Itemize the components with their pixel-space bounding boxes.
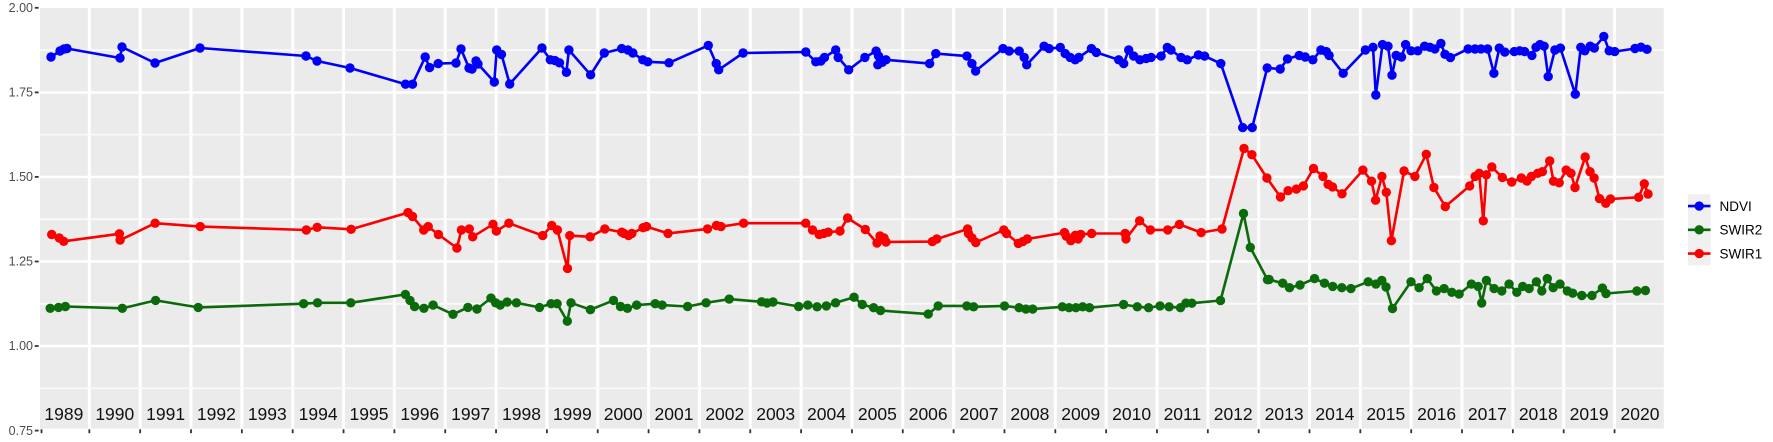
svg-text:2011: 2011 [1164, 404, 1202, 424]
svg-text:1989: 1989 [44, 404, 83, 424]
svg-text:2.00: 2.00 [9, 1, 33, 15]
svg-text:2020: 2020 [1621, 404, 1660, 424]
svg-text:1994: 1994 [299, 404, 338, 424]
svg-text:1991: 1991 [146, 404, 185, 424]
svg-text:2014: 2014 [1315, 404, 1354, 424]
svg-text:1996: 1996 [400, 404, 439, 424]
svg-text:SWIR2: SWIR2 [1720, 223, 1763, 238]
svg-text:2017: 2017 [1468, 404, 1507, 424]
svg-text:1995: 1995 [350, 404, 389, 424]
svg-text:2019: 2019 [1570, 404, 1609, 424]
svg-text:1990: 1990 [95, 404, 134, 424]
svg-text:0.75: 0.75 [9, 424, 33, 438]
svg-text:1999: 1999 [553, 404, 592, 424]
svg-text:1.75: 1.75 [9, 86, 33, 100]
svg-text:1993: 1993 [248, 404, 287, 424]
svg-text:2010: 2010 [1112, 404, 1151, 424]
svg-text:2007: 2007 [960, 404, 999, 424]
svg-text:2018: 2018 [1519, 404, 1558, 424]
svg-text:2004: 2004 [807, 404, 846, 424]
svg-text:2005: 2005 [858, 404, 897, 424]
svg-text:1998: 1998 [502, 404, 541, 424]
svg-text:2001: 2001 [655, 404, 694, 424]
svg-text:2013: 2013 [1265, 404, 1304, 424]
svg-text:2002: 2002 [705, 404, 744, 424]
svg-text:1997: 1997 [451, 404, 490, 424]
svg-text:2003: 2003 [756, 404, 795, 424]
svg-text:2015: 2015 [1366, 404, 1405, 424]
svg-text:1.50: 1.50 [9, 170, 33, 184]
svg-text:1.00: 1.00 [9, 339, 33, 353]
svg-text:2006: 2006 [909, 404, 948, 424]
svg-text:1992: 1992 [197, 404, 236, 424]
svg-text:2012: 2012 [1214, 404, 1253, 424]
svg-text:2008: 2008 [1010, 404, 1049, 424]
svg-text:SWIR1: SWIR1 [1720, 246, 1763, 261]
svg-text:1.25: 1.25 [9, 255, 33, 269]
svg-text:2009: 2009 [1061, 404, 1100, 424]
svg-text:2000: 2000 [604, 404, 643, 424]
svg-text:NDVI: NDVI [1720, 199, 1752, 214]
svg-text:2016: 2016 [1417, 404, 1456, 424]
